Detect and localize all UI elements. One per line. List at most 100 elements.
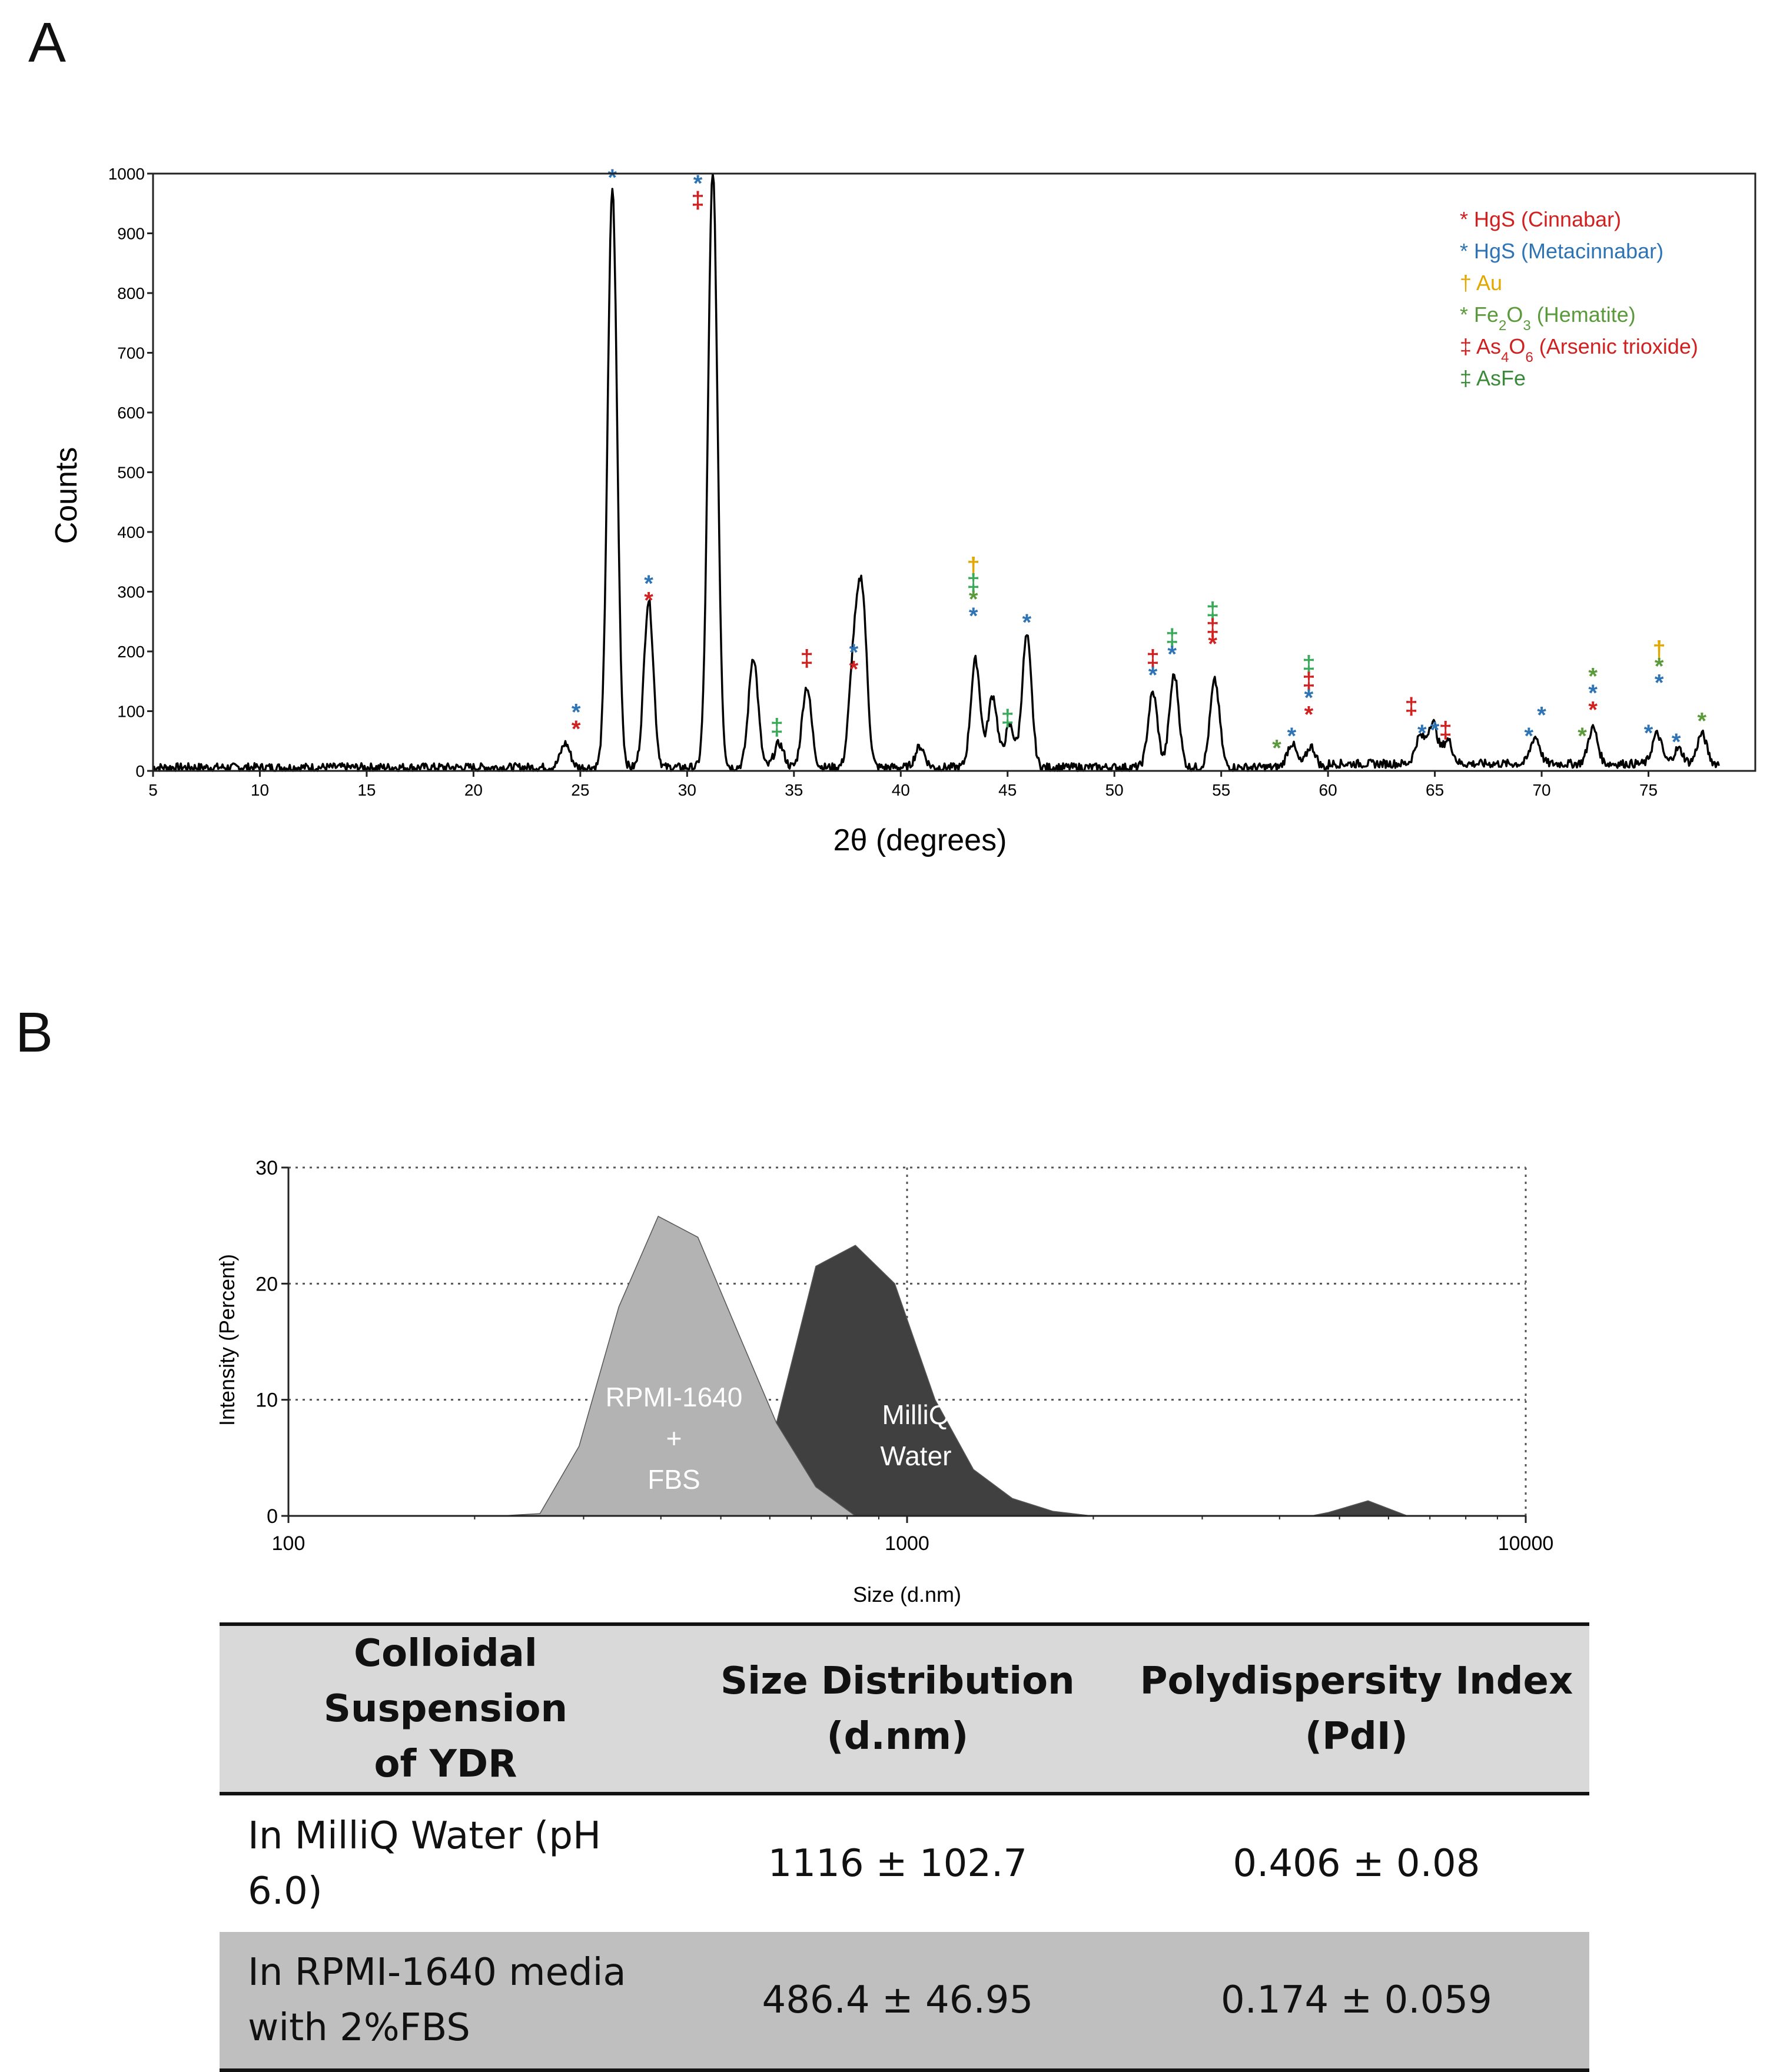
dls-axes: 0 10 20 30 100 1000 10000 (255, 1157, 1553, 1555)
peak-marker: * (1588, 697, 1598, 723)
xrd-peak-annotations: ******‡‡‡ **†‡**‡*‡*‡*‡‡** *‡‡** ‡* * ‡ ******… (572, 165, 1707, 761)
dls-series-label: RPMI-1640 (606, 1382, 743, 1412)
table-row: In MilliQ Water (pH 6.0) 1116 ± 102.7 0.… (220, 1794, 1589, 1932)
peak-marker: * (969, 603, 978, 629)
peak-marker: * (1304, 701, 1314, 727)
dls-series-label: Water (881, 1441, 952, 1471)
peak-marker: * (849, 640, 859, 666)
xrd-x-tick-label: 20 (464, 781, 483, 799)
dls-y-tick-label: 30 (255, 1157, 278, 1179)
peak-marker: * (1672, 729, 1681, 755)
xrd-x-tick-label: 35 (785, 781, 803, 799)
peak-marker: ‡ (691, 188, 704, 214)
peak-marker: * (1022, 610, 1032, 636)
xrd-y-tick-label: 600 (117, 404, 145, 422)
dls-x-tick-label: 1000 (885, 1532, 929, 1555)
peak-marker: * (1525, 723, 1534, 749)
peak-marker: ‡ (1146, 646, 1159, 671)
cell-size: 486.4 ± 46.95 (671, 1932, 1124, 2072)
peak-marker: * (644, 571, 653, 597)
peak-marker: ‡ (1302, 651, 1315, 677)
peak-marker: * (849, 656, 859, 682)
cell-size: 1116 ± 102.7 (671, 1794, 1124, 1932)
peak-marker: * (1417, 720, 1427, 746)
dls-area-series (769, 1245, 1526, 1516)
peak-marker: ‡ (1302, 669, 1315, 694)
xrd-y-tick-label: 900 (117, 225, 145, 243)
cell-sample: In RPMI-1640 media with 2%FBS (220, 1932, 672, 2072)
peak-marker: * (608, 165, 617, 191)
peak-marker: * (1272, 735, 1281, 761)
table-row: In RPMI-1640 media with 2%FBS 486.4 ± 46… (220, 1932, 1589, 2072)
xrd-x-tick-label: 5 (148, 781, 158, 799)
header-size-line1: Size Distribution (720, 1659, 1075, 1703)
xrd-x-tick-label: 40 (892, 781, 910, 799)
legend-entry: * Fe2O3 (Hematite) (1460, 302, 1636, 334)
dls-x-tick-label: 10000 (1498, 1532, 1554, 1555)
cell-pdi: 0.406 ± 0.08 (1123, 1794, 1589, 1932)
peak-marker: * (1644, 720, 1653, 746)
cell-sample-line1: In RPMI-1640 media (248, 1951, 626, 1994)
xrd-x-tick-label: 25 (571, 781, 589, 799)
panel-label-a: A (28, 11, 67, 74)
legend-entry: † Au (1460, 271, 1502, 295)
xrd-y-tick-label: 800 (117, 284, 145, 302)
peak-marker: ‡ (1439, 717, 1452, 743)
xrd-x-tick-label: 60 (1319, 781, 1337, 799)
dls-ylabel: Intensity (Percent) (215, 1254, 239, 1426)
legend-entry: * HgS (Metacinnabar) (1460, 239, 1663, 263)
dls-y-tick-label: 10 (255, 1389, 278, 1412)
xrd-y-axis: 0 100 200 300 400 500 600 700 800 900 1000 (108, 165, 153, 780)
peak-marker: ‡ (967, 570, 980, 596)
peak-marker: † (967, 553, 980, 579)
peak-marker: * (1287, 723, 1297, 749)
peak-marker: * (1588, 680, 1598, 706)
xrd-x-tick-label: 75 (1639, 781, 1658, 799)
peak-marker: * (969, 587, 978, 613)
header-size: Size Distribution (d.nm) (671, 1622, 1124, 1795)
dls-series-label: + (666, 1423, 682, 1454)
dls-series-labels: MilliQ Water RPMI-1640 + FBS (606, 1382, 952, 1495)
peak-marker: * (572, 716, 581, 742)
header-pdi: Polydispersity Index (PdI) (1123, 1622, 1589, 1795)
xrd-x-tick-label: 30 (678, 781, 696, 799)
xrd-legend: * HgS (Cinnabar) * HgS (Metacinnabar) † Au… (1460, 207, 1698, 390)
xrd-plot-frame (152, 172, 1756, 772)
header-suspension: Colloidal Suspension of YDR (220, 1622, 672, 1795)
xrd-chart: 0 100 200 300 400 500 600 700 800 900 1000 5 10 15 20… (49, 165, 1756, 857)
dls-x-tick-label: 100 (272, 1532, 305, 1555)
header-pdi-line1: Polydispersity Index (1140, 1659, 1573, 1703)
peak-marker: † (1653, 637, 1666, 663)
xrd-x-tick-label: 70 (1532, 781, 1550, 799)
peak-marker: ‡ (1206, 598, 1219, 624)
peak-marker: * (1167, 641, 1177, 667)
dls-chart: 0 10 20 30 100 1000 10000 MilliQ Water RPMI-1640… (215, 1157, 1553, 1607)
cell-sample-line2: 6.0) (248, 1870, 323, 1913)
cell-sample-line1: In MilliQ Water (pH (248, 1814, 602, 1858)
dls-summary-table: Colloidal Suspension of YDR Size Distrib… (220, 1622, 1589, 2072)
cell-sample-line2: with 2%FBS (248, 2006, 470, 2050)
peak-marker: ‡ (1165, 625, 1178, 651)
peak-marker: ‡ (1206, 614, 1219, 640)
xrd-x-tick-label: 45 (998, 781, 1017, 799)
dls-series-label: MilliQ (882, 1399, 950, 1430)
legend-entry: * HgS (Cinnabar) (1460, 207, 1621, 231)
cell-sample: In MilliQ Water (pH 6.0) (220, 1794, 672, 1932)
xrd-x-axis: 5 10 15 20 25 30 35 40 45 50 55 60 65 70 75 (148, 771, 1658, 799)
xrd-xlabel: 2θ (degrees) (833, 823, 1007, 857)
xrd-y-tick-label: 300 (117, 583, 145, 601)
xrd-y-tick-label: 100 (117, 703, 145, 721)
xrd-x-tick-label: 65 (1426, 781, 1444, 799)
peak-marker: * (1655, 653, 1664, 679)
dls-series-label: FBS (647, 1464, 700, 1495)
peak-marker: ‡ (1001, 706, 1014, 731)
peak-marker: * (644, 588, 653, 614)
peak-marker: * (1537, 703, 1546, 729)
peak-marker: * (1148, 662, 1158, 688)
xrd-y-tick-label: 0 (135, 762, 145, 780)
peak-marker: * (1655, 670, 1664, 696)
header-size-line2: (d.nm) (826, 1715, 969, 1758)
peak-marker: * (693, 171, 703, 197)
peak-marker: ‡ (1405, 693, 1418, 719)
peak-marker: * (1588, 664, 1598, 690)
